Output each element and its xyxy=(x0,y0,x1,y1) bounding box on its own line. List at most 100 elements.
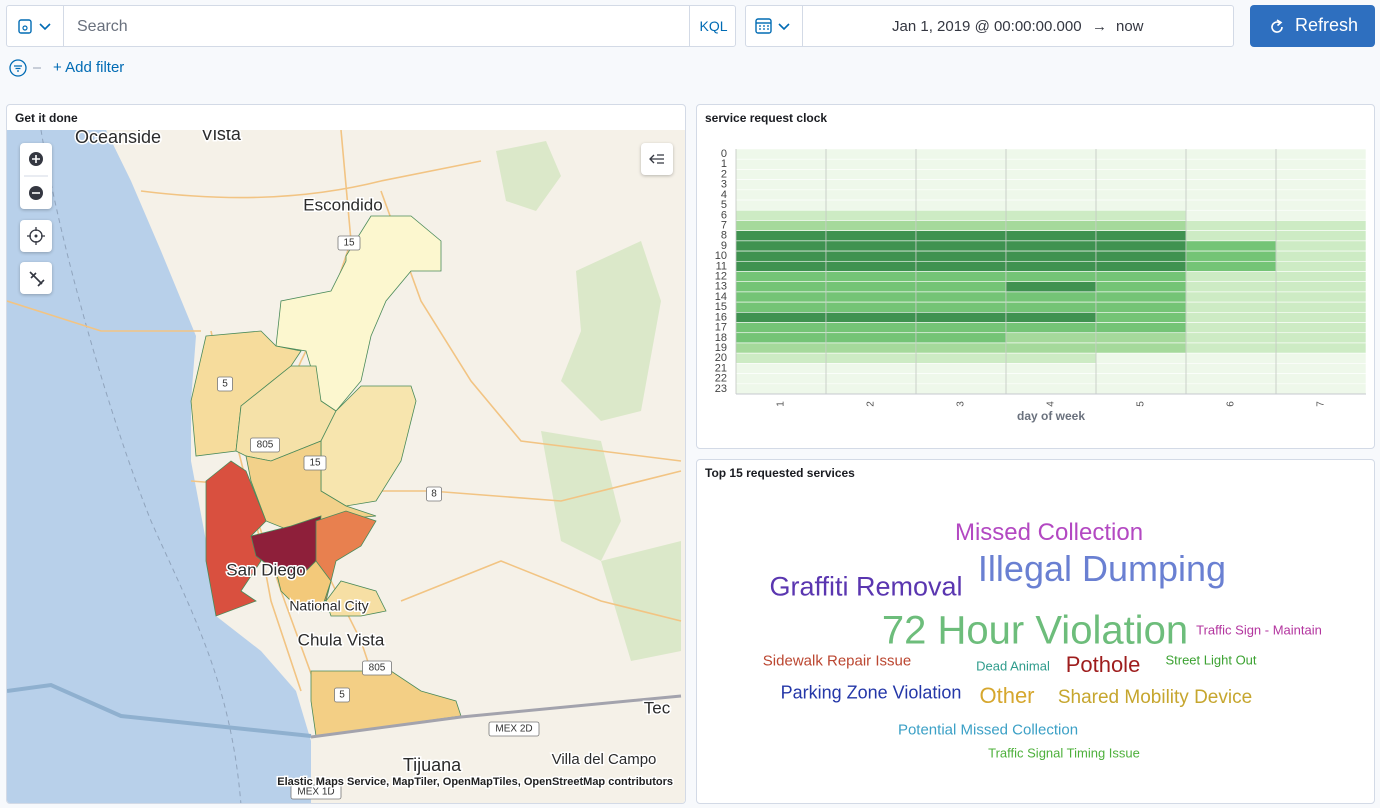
heat-cell xyxy=(915,158,1007,170)
tag-word[interactable]: Street Light Out xyxy=(1165,652,1257,668)
heat-cell xyxy=(1095,363,1187,374)
zoom-icons[interactable] xyxy=(20,143,52,209)
district-region[interactable] xyxy=(275,215,442,412)
y-tick-label: 0 xyxy=(721,148,727,160)
tag-word[interactable]: Traffic Signal Timing Issue xyxy=(988,745,1140,761)
tag-word[interactable]: Missed Collection xyxy=(954,519,1144,546)
tag-word[interactable]: Potential Missed Collection xyxy=(897,721,1079,739)
heat-cell xyxy=(1275,342,1367,354)
heat-cell xyxy=(735,169,827,180)
heat-cell xyxy=(1095,169,1187,180)
time-end[interactable]: now xyxy=(1116,18,1144,35)
heat-cell xyxy=(1275,260,1367,272)
heat-cell xyxy=(825,220,917,231)
heat-cell xyxy=(915,189,1007,201)
heat-cell xyxy=(1185,209,1277,221)
search-bar: Search KQL xyxy=(6,5,736,47)
y-tick-label: 14 xyxy=(715,291,727,303)
tag-word[interactable]: Graffiti Removal xyxy=(769,571,963,602)
y-tick-label: 3 xyxy=(721,179,727,191)
tools-icon xyxy=(29,271,45,287)
y-tick-label: 9 xyxy=(721,240,727,252)
heat-cell xyxy=(1275,230,1367,242)
tag-word[interactable]: 72 Hour Violation xyxy=(881,608,1189,653)
heat-cell xyxy=(735,199,827,211)
heat-cell xyxy=(735,230,827,242)
x-tick-label: 3 xyxy=(956,401,967,407)
heat-cell xyxy=(1275,209,1367,221)
heat-cell xyxy=(1095,250,1187,262)
search-input[interactable]: Search xyxy=(77,18,128,35)
time-start[interactable]: Jan 1, 2019 @ 00:00:00.000 xyxy=(892,18,1082,35)
district-region[interactable] xyxy=(275,560,332,612)
heat-cell xyxy=(735,363,827,374)
heat-cell xyxy=(825,260,917,272)
heat-cell xyxy=(825,169,917,180)
district-region[interactable] xyxy=(325,580,387,617)
heat-cell xyxy=(1095,322,1187,334)
heat-cell xyxy=(915,301,1007,313)
tag-word[interactable]: Illegal Dumping xyxy=(977,548,1227,589)
x-tick-label: 4 xyxy=(1046,401,1057,407)
heat-cell xyxy=(1005,169,1097,180)
heat-cell xyxy=(1005,230,1097,242)
fit-bounds-button[interactable] xyxy=(20,220,52,252)
heat-cell xyxy=(1185,169,1277,180)
tag-word[interactable]: Traffic Sign - Maintain xyxy=(1196,622,1322,638)
heat-cell xyxy=(1005,209,1097,221)
map[interactable]: Oceanside Vista Escondido San Diego National… xyxy=(7,130,686,804)
time-picker: Jan 1, 2019 @ 00:00:00.000 → now xyxy=(745,5,1234,47)
tag-word[interactable]: Sidewalk Repair Issue xyxy=(762,652,912,670)
tag-word[interactable]: Other xyxy=(979,683,1035,708)
tag-word[interactable]: Parking Zone Violation xyxy=(780,682,962,703)
heat-cell xyxy=(1095,179,1187,191)
quick-menu-button[interactable] xyxy=(746,6,803,46)
heat-cell xyxy=(1095,271,1187,283)
heat-cell xyxy=(735,220,827,231)
tag-word[interactable]: Shared Mobility Device xyxy=(1057,687,1253,708)
heat-cell xyxy=(1185,332,1277,344)
heat-cell xyxy=(1185,281,1277,293)
y-tick-label: 8 xyxy=(721,230,727,242)
heat-cell xyxy=(825,281,917,293)
district-region[interactable] xyxy=(205,460,267,617)
place-label: Tijuana xyxy=(403,755,462,775)
heat-cell xyxy=(825,189,917,201)
road-shield xyxy=(250,437,280,453)
saved-query-button[interactable] xyxy=(7,6,64,46)
heat-cell xyxy=(735,189,827,201)
heat-cell xyxy=(1185,373,1277,385)
heat-cell xyxy=(735,312,827,323)
district-region[interactable] xyxy=(310,670,462,737)
road-shield-label: 5 xyxy=(222,379,228,390)
save-icon xyxy=(18,19,51,34)
heat-cell xyxy=(1275,352,1367,364)
heat-cell xyxy=(1275,281,1367,293)
add-filter-button[interactable]: + Add filter xyxy=(53,59,125,76)
heat-cell xyxy=(735,148,827,160)
heat-cell xyxy=(825,179,917,191)
y-tick-label: 20 xyxy=(715,352,727,364)
query-language-button[interactable]: KQL xyxy=(689,6,737,46)
tag-word[interactable]: Pothole xyxy=(1065,652,1141,677)
x-tick-label: 6 xyxy=(1226,401,1237,407)
filter-options-icon[interactable] xyxy=(8,58,48,78)
refresh-label: Refresh xyxy=(1295,15,1359,35)
tag-word[interactable]: Dead Animal xyxy=(976,658,1050,674)
heat-cell xyxy=(1275,322,1367,334)
y-tick-label: 11 xyxy=(716,260,727,272)
tools-button[interactable] xyxy=(20,262,52,294)
heat-cell xyxy=(735,271,827,283)
calendar-icon xyxy=(755,18,790,34)
heat-cell xyxy=(1185,291,1277,303)
y-tick-label: 15 xyxy=(715,301,727,313)
heat-cell xyxy=(1005,342,1097,354)
road-shield-label: 15 xyxy=(309,458,321,469)
layer-toggle-button[interactable] xyxy=(641,143,673,175)
refresh-button[interactable]: Refresh xyxy=(1250,5,1375,47)
y-tick-label: 19 xyxy=(715,342,727,354)
heat-cell xyxy=(915,209,1007,221)
heat-cell xyxy=(1275,199,1367,211)
heat-cell xyxy=(1095,291,1187,303)
heat-cell xyxy=(1005,383,1097,395)
